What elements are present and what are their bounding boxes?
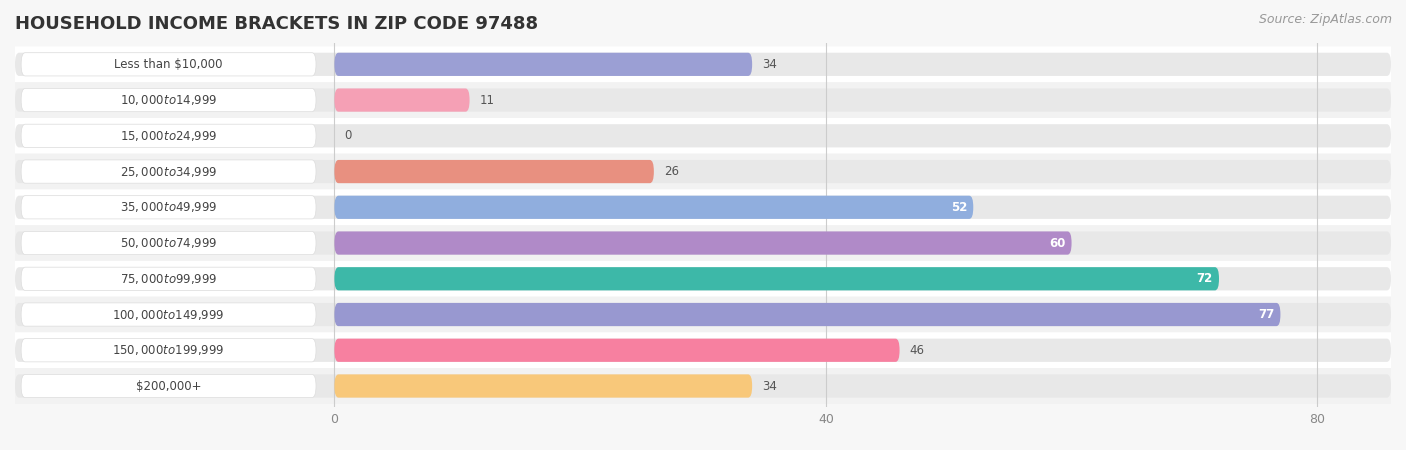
FancyBboxPatch shape (15, 267, 1391, 290)
FancyBboxPatch shape (335, 53, 752, 76)
FancyBboxPatch shape (15, 297, 1391, 333)
FancyBboxPatch shape (15, 189, 1391, 225)
Text: HOUSEHOLD INCOME BRACKETS IN ZIP CODE 97488: HOUSEHOLD INCOME BRACKETS IN ZIP CODE 97… (15, 15, 538, 33)
Text: 26: 26 (664, 165, 679, 178)
Text: Less than $10,000: Less than $10,000 (114, 58, 222, 71)
FancyBboxPatch shape (15, 154, 1391, 189)
Text: 11: 11 (479, 94, 495, 107)
Text: $75,000 to $99,999: $75,000 to $99,999 (120, 272, 218, 286)
FancyBboxPatch shape (15, 89, 1391, 112)
Text: $200,000+: $200,000+ (136, 379, 201, 392)
Text: $25,000 to $34,999: $25,000 to $34,999 (120, 165, 218, 179)
FancyBboxPatch shape (21, 231, 316, 255)
FancyBboxPatch shape (15, 82, 1391, 118)
FancyBboxPatch shape (15, 124, 1391, 148)
FancyBboxPatch shape (15, 225, 1391, 261)
FancyBboxPatch shape (335, 339, 900, 362)
Text: $50,000 to $74,999: $50,000 to $74,999 (120, 236, 218, 250)
FancyBboxPatch shape (335, 196, 973, 219)
Text: 0: 0 (344, 129, 352, 142)
FancyBboxPatch shape (21, 339, 316, 362)
FancyBboxPatch shape (15, 374, 1391, 398)
FancyBboxPatch shape (21, 160, 316, 183)
FancyBboxPatch shape (335, 303, 1281, 326)
FancyBboxPatch shape (15, 261, 1391, 297)
FancyBboxPatch shape (15, 303, 1391, 326)
Text: $100,000 to $149,999: $100,000 to $149,999 (112, 307, 225, 321)
FancyBboxPatch shape (335, 374, 752, 398)
FancyBboxPatch shape (15, 196, 1391, 219)
Text: 60: 60 (1049, 237, 1066, 250)
FancyBboxPatch shape (21, 267, 316, 290)
FancyBboxPatch shape (15, 231, 1391, 255)
Text: 46: 46 (910, 344, 924, 357)
FancyBboxPatch shape (335, 160, 654, 183)
Text: 52: 52 (950, 201, 967, 214)
Text: $150,000 to $199,999: $150,000 to $199,999 (112, 343, 225, 357)
FancyBboxPatch shape (335, 231, 1071, 255)
FancyBboxPatch shape (15, 160, 1391, 183)
FancyBboxPatch shape (21, 53, 316, 76)
Text: 34: 34 (762, 379, 778, 392)
FancyBboxPatch shape (15, 46, 1391, 82)
FancyBboxPatch shape (21, 303, 316, 326)
Text: 72: 72 (1197, 272, 1213, 285)
Text: $35,000 to $49,999: $35,000 to $49,999 (120, 200, 218, 214)
FancyBboxPatch shape (335, 89, 470, 112)
FancyBboxPatch shape (21, 89, 316, 112)
Text: $10,000 to $14,999: $10,000 to $14,999 (120, 93, 218, 107)
Text: 77: 77 (1258, 308, 1274, 321)
FancyBboxPatch shape (335, 267, 1219, 290)
FancyBboxPatch shape (21, 124, 316, 148)
FancyBboxPatch shape (21, 196, 316, 219)
Text: 34: 34 (762, 58, 778, 71)
FancyBboxPatch shape (15, 339, 1391, 362)
FancyBboxPatch shape (15, 118, 1391, 154)
Text: Source: ZipAtlas.com: Source: ZipAtlas.com (1258, 14, 1392, 27)
FancyBboxPatch shape (15, 368, 1391, 404)
FancyBboxPatch shape (15, 333, 1391, 368)
FancyBboxPatch shape (21, 374, 316, 398)
Text: $15,000 to $24,999: $15,000 to $24,999 (120, 129, 218, 143)
FancyBboxPatch shape (15, 53, 1391, 76)
